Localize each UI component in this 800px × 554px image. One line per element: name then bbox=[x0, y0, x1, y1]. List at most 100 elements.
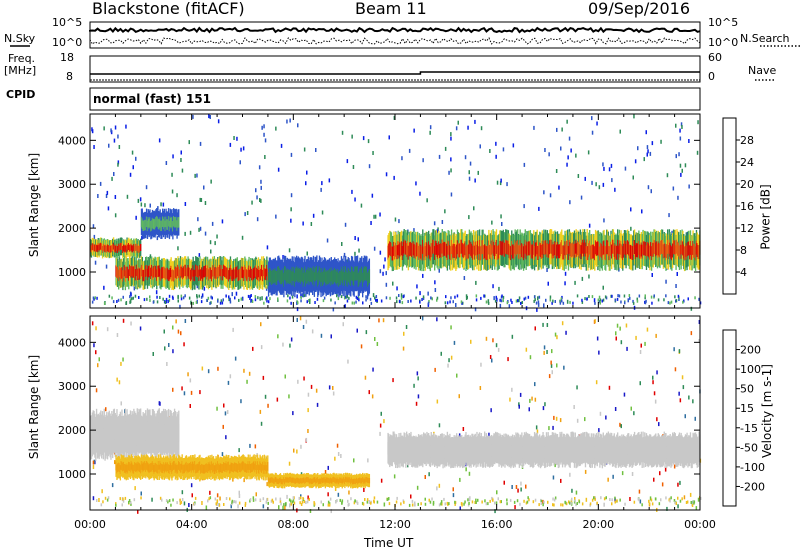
scatter-pixel bbox=[242, 146, 245, 151]
ground-pixel bbox=[138, 296, 140, 299]
band-2-inner bbox=[206, 265, 209, 277]
ground-pixel bbox=[214, 497, 217, 501]
band-1-inner bbox=[173, 216, 175, 227]
band-4-inner bbox=[445, 243, 448, 258]
band-3-inner bbox=[619, 444, 621, 458]
band-3-inner bbox=[654, 443, 656, 457]
band-1-inner bbox=[227, 461, 229, 471]
band-4-inner bbox=[645, 245, 648, 260]
scatter-pixel bbox=[673, 464, 676, 469]
cpid-label: CPID bbox=[6, 88, 36, 101]
ground-pixel bbox=[452, 300, 454, 304]
band-3-inner bbox=[533, 441, 536, 454]
scatter-pixel bbox=[615, 331, 617, 336]
power-colorbar-label: Power [dB] bbox=[758, 184, 773, 250]
ground-pixel bbox=[172, 498, 174, 502]
band-1-inner bbox=[155, 462, 157, 472]
band-4-inner bbox=[594, 240, 597, 255]
band-2-inner bbox=[272, 477, 274, 483]
band-2-inner bbox=[166, 267, 168, 279]
band-3-inner bbox=[295, 267, 297, 282]
band-3-inner bbox=[449, 443, 451, 456]
scatter-pixel bbox=[300, 472, 303, 477]
scatter-pixel bbox=[379, 423, 382, 428]
band-1-inner bbox=[151, 217, 154, 229]
scatter-pixel bbox=[675, 123, 677, 128]
band-3-inner bbox=[416, 446, 418, 459]
ground-pixel bbox=[347, 499, 349, 503]
ground-pixel bbox=[206, 298, 208, 302]
band-0-inner bbox=[104, 430, 106, 448]
scatter-pixel bbox=[282, 255, 284, 259]
band-2-inner bbox=[282, 479, 284, 485]
scatter-pixel bbox=[286, 494, 288, 499]
ground-pixel bbox=[475, 298, 478, 302]
scatter-pixel bbox=[518, 402, 520, 407]
band-3-inner bbox=[425, 444, 427, 457]
ground-pixel bbox=[466, 295, 468, 299]
band-3-inner bbox=[354, 266, 356, 281]
band-3-inner bbox=[448, 445, 450, 458]
band-3-inner bbox=[430, 441, 432, 454]
band-2-inner bbox=[316, 477, 318, 483]
band-4-inner bbox=[669, 242, 671, 257]
band-3-inner bbox=[410, 441, 412, 454]
ground-pixel bbox=[468, 497, 470, 501]
scatter-pixel bbox=[166, 362, 168, 366]
band-3-inner bbox=[512, 446, 515, 459]
band-4-inner bbox=[511, 244, 514, 259]
band-3-inner bbox=[332, 270, 334, 285]
band-3-inner bbox=[516, 442, 518, 456]
ground-pixel bbox=[250, 299, 252, 303]
band-3-inner bbox=[399, 446, 401, 459]
band-3-inner bbox=[435, 444, 438, 457]
band-2-inner bbox=[126, 267, 128, 279]
band-1-inner bbox=[197, 464, 199, 473]
ground-pixel bbox=[329, 497, 332, 501]
ground-pixel bbox=[122, 497, 124, 501]
band-2-inner bbox=[184, 264, 187, 277]
band-3-inner bbox=[350, 271, 352, 286]
band-4-inner bbox=[576, 242, 578, 257]
ground-pixel bbox=[336, 294, 338, 298]
scatter-pixel bbox=[260, 179, 262, 184]
scatter-pixel bbox=[547, 281, 549, 286]
scatter-pixel bbox=[266, 245, 269, 250]
ground-pixel bbox=[130, 501, 132, 505]
band-2-inner bbox=[133, 266, 135, 278]
band-2-inner bbox=[273, 478, 275, 484]
scatter-pixel bbox=[660, 139, 662, 144]
band-2-inner bbox=[117, 267, 119, 279]
scatter-pixel bbox=[290, 193, 293, 198]
scatter-pixel bbox=[458, 394, 460, 399]
ground-pixel bbox=[249, 498, 252, 502]
scatter-pixel bbox=[385, 282, 388, 287]
scatter-pixel bbox=[288, 394, 290, 399]
scatter-pixel bbox=[328, 385, 331, 390]
band-1-inner bbox=[255, 461, 257, 471]
band-3-inner bbox=[507, 443, 510, 457]
band-3-inner bbox=[404, 442, 406, 455]
band-0-inner bbox=[156, 426, 158, 445]
band-1-inner bbox=[129, 463, 132, 473]
ground-pixel bbox=[569, 501, 571, 505]
scatter-pixel bbox=[614, 497, 616, 502]
band-1-inner bbox=[116, 464, 118, 474]
band-2-inner bbox=[175, 266, 177, 279]
band-3-inner bbox=[336, 271, 338, 286]
ground-pixel bbox=[216, 499, 218, 503]
band-4-inner bbox=[532, 244, 534, 259]
band-4-inner bbox=[434, 240, 437, 255]
band-4-inner bbox=[619, 243, 621, 258]
ground-pixel bbox=[574, 497, 576, 500]
band-4-inner bbox=[420, 244, 422, 259]
band-2-inner bbox=[284, 477, 287, 483]
band-3-inner bbox=[301, 267, 304, 282]
ground-pixel bbox=[364, 498, 366, 501]
band-3-inner bbox=[388, 443, 390, 456]
scatter-pixel bbox=[576, 418, 579, 423]
band-0-inner bbox=[95, 244, 97, 252]
power-colorbar-tick-label: 20 bbox=[740, 178, 754, 191]
band-3-inner bbox=[538, 445, 540, 459]
